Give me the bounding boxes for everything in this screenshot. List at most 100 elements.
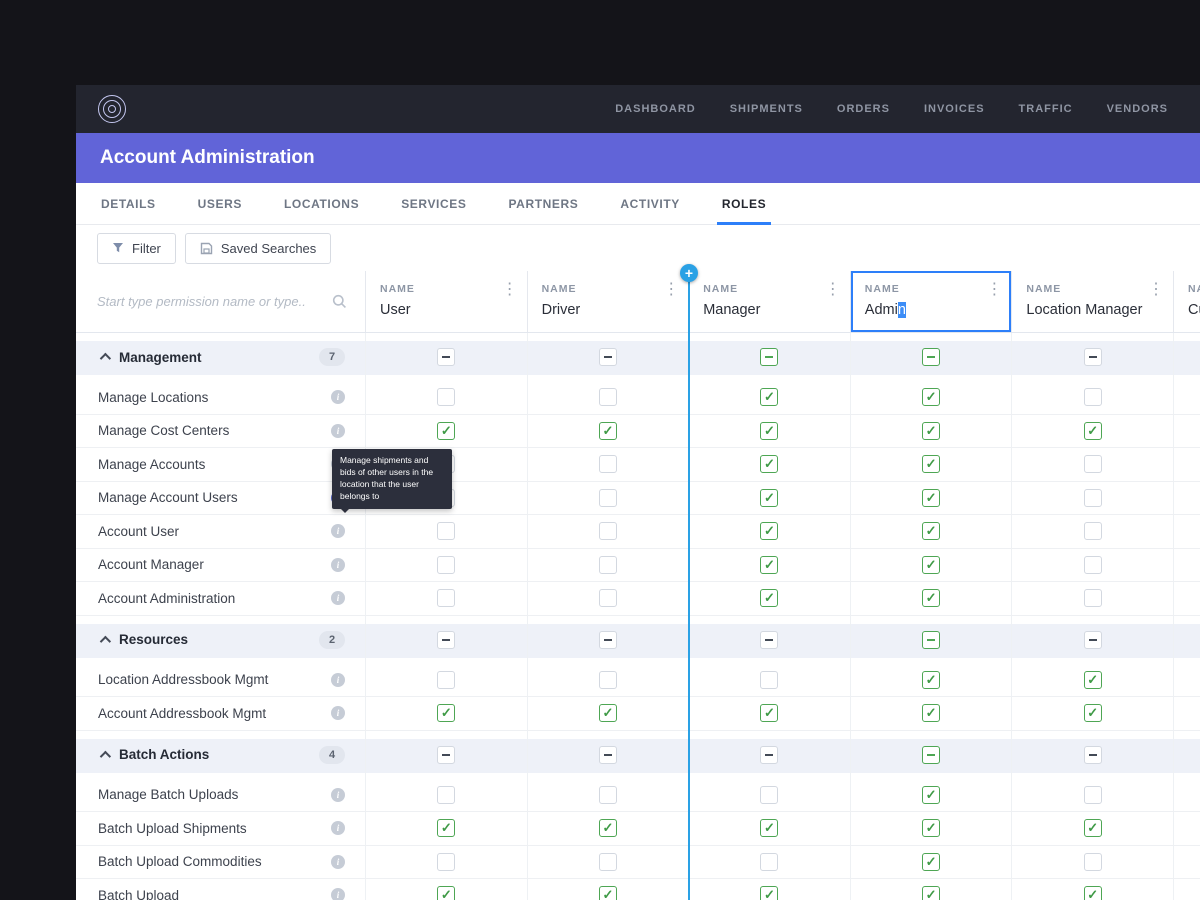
column-menu-icon[interactable]: ⋮	[825, 282, 841, 298]
info-icon[interactable]: i	[331, 390, 345, 404]
permission-checkbox-chk[interactable]	[922, 388, 940, 406]
permission-checkbox-un[interactable]	[1084, 556, 1102, 574]
permission-checkbox-un[interactable]	[1084, 455, 1102, 473]
permission-checkbox-chk[interactable]	[1084, 886, 1102, 900]
permission-checkbox-chk[interactable]	[437, 819, 455, 837]
nav-item-vendors[interactable]: VENDORS	[1107, 103, 1168, 115]
permission-checkbox-ind[interactable]	[1084, 746, 1102, 764]
permission-checkbox-chk[interactable]	[760, 704, 778, 722]
permission-checkbox-chk[interactable]	[922, 704, 940, 722]
column-menu-icon[interactable]: ⋮	[986, 282, 1002, 298]
permission-checkbox-un[interactable]	[1084, 388, 1102, 406]
info-icon[interactable]: i	[331, 821, 345, 835]
permission-checkbox-un[interactable]	[599, 589, 617, 607]
permission-checkbox-un[interactable]	[1084, 489, 1102, 507]
permission-checkbox-chk[interactable]	[760, 819, 778, 837]
permission-checkbox-ind[interactable]	[760, 746, 778, 764]
permission-checkbox-un[interactable]	[760, 786, 778, 804]
permission-checkbox-chk[interactable]	[1084, 671, 1102, 689]
permission-checkbox-chk[interactable]	[599, 886, 617, 900]
filter-button[interactable]: Filter	[97, 233, 176, 264]
role-column-header-manager[interactable]: NAMEManager⋮	[689, 271, 851, 332]
permission-checkbox-chk[interactable]	[922, 556, 940, 574]
permission-checkbox-chk[interactable]	[760, 455, 778, 473]
permission-checkbox-chk[interactable]	[922, 489, 940, 507]
info-icon[interactable]: i	[331, 706, 345, 720]
permission-checkbox-un[interactable]	[437, 853, 455, 871]
permission-checkbox-un[interactable]	[1084, 589, 1102, 607]
permission-checkbox-ind[interactable]	[1084, 631, 1102, 649]
permission-checkbox-un[interactable]	[599, 853, 617, 871]
permission-checkbox-chk[interactable]	[760, 489, 778, 507]
nav-item-dashboard[interactable]: DASHBOARD	[615, 103, 696, 115]
permission-checkbox-ind[interactable]	[437, 746, 455, 764]
permission-checkbox-indg[interactable]	[922, 746, 940, 764]
permission-checkbox-ind[interactable]	[599, 746, 617, 764]
permission-checkbox-indg[interactable]	[760, 348, 778, 366]
tab-locations[interactable]: LOCATIONS	[263, 183, 380, 224]
permission-checkbox-chk[interactable]	[760, 556, 778, 574]
info-icon[interactable]: i	[331, 524, 345, 538]
permission-checkbox-un[interactable]	[437, 522, 455, 540]
permission-checkbox-chk[interactable]	[760, 886, 778, 900]
permission-checkbox-un[interactable]	[1084, 853, 1102, 871]
permission-checkbox-un[interactable]	[437, 556, 455, 574]
permission-checkbox-chk[interactable]	[599, 422, 617, 440]
saved-searches-button[interactable]: Saved Searches	[185, 233, 331, 264]
permission-checkbox-indg[interactable]	[922, 348, 940, 366]
permission-checkbox-chk[interactable]	[922, 886, 940, 900]
permission-checkbox-chk[interactable]	[760, 522, 778, 540]
permission-checkbox-ind[interactable]	[437, 631, 455, 649]
permission-checkbox-un[interactable]	[760, 853, 778, 871]
info-icon[interactable]: i	[331, 591, 345, 605]
tab-partners[interactable]: PARTNERS	[487, 183, 599, 224]
info-icon[interactable]: i	[331, 558, 345, 572]
nav-item-orders[interactable]: ORDERS	[837, 103, 890, 115]
permission-checkbox-ind[interactable]	[599, 631, 617, 649]
permission-checkbox-un[interactable]	[599, 388, 617, 406]
tab-users[interactable]: USERS	[177, 183, 263, 224]
permission-checkbox-chk[interactable]	[1084, 422, 1102, 440]
role-column-header-user[interactable]: NAMEUser⋮	[366, 271, 528, 332]
permission-checkbox-ind[interactable]	[437, 348, 455, 366]
nav-item-traffic[interactable]: TRAFFIC	[1019, 103, 1073, 115]
permission-checkbox-un[interactable]	[437, 589, 455, 607]
info-icon[interactable]: i	[331, 424, 345, 438]
permission-checkbox-chk[interactable]	[922, 589, 940, 607]
permission-checkbox-ind[interactable]	[599, 348, 617, 366]
permission-checkbox-ind[interactable]	[1084, 348, 1102, 366]
permission-checkbox-un[interactable]	[437, 671, 455, 689]
permission-checkbox-chk[interactable]	[599, 819, 617, 837]
role-column-header-admin[interactable]: NAMEAdmin⋮	[851, 271, 1013, 332]
role-name-admin[interactable]: Admin	[865, 302, 998, 318]
info-icon[interactable]: i	[331, 673, 345, 687]
role-column-header-location-manager[interactable]: NAMELocation Manager⋮	[1012, 271, 1174, 332]
permission-checkbox-un[interactable]	[599, 489, 617, 507]
permission-checkbox-un[interactable]	[1084, 522, 1102, 540]
permission-checkbox-chk[interactable]	[437, 704, 455, 722]
permission-checkbox-chk[interactable]	[922, 786, 940, 804]
info-icon[interactable]: i	[331, 788, 345, 802]
permission-checkbox-chk[interactable]	[922, 422, 940, 440]
add-column-button[interactable]: +	[680, 264, 698, 282]
permission-checkbox-chk[interactable]	[922, 455, 940, 473]
permission-checkbox-chk[interactable]	[922, 671, 940, 689]
permission-checkbox-chk[interactable]	[1084, 704, 1102, 722]
nav-item-invoices[interactable]: INVOICES	[924, 103, 985, 115]
permission-checkbox-un[interactable]	[437, 388, 455, 406]
column-menu-icon[interactable]: ⋮	[663, 282, 679, 298]
permission-checkbox-chk[interactable]	[760, 422, 778, 440]
permission-checkbox-chk[interactable]	[922, 522, 940, 540]
tab-services[interactable]: SERVICES	[380, 183, 487, 224]
permission-checkbox-ind[interactable]	[760, 631, 778, 649]
permission-checkbox-chk[interactable]	[437, 886, 455, 900]
permission-checkbox-un[interactable]	[437, 786, 455, 804]
info-icon[interactable]: i	[331, 888, 345, 900]
info-icon[interactable]: i	[331, 855, 345, 869]
tab-activity[interactable]: ACTIVITY	[599, 183, 700, 224]
permission-checkbox-chk[interactable]	[922, 853, 940, 871]
permission-checkbox-indg[interactable]	[922, 631, 940, 649]
permission-checkbox-chk[interactable]	[599, 704, 617, 722]
permission-checkbox-un[interactable]	[599, 671, 617, 689]
permission-checkbox-chk[interactable]	[1084, 819, 1102, 837]
